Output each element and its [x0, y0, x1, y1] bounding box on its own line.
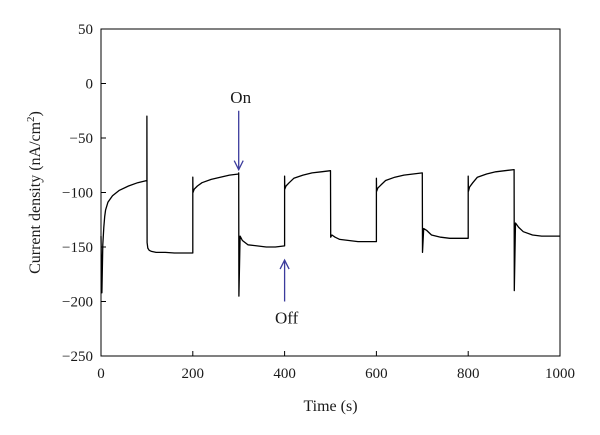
y-tick-label: −50: [70, 131, 93, 147]
series-layer: [100, 115, 560, 297]
y-tick-label: −150: [62, 240, 93, 256]
y-axis-title-superscript: 2: [25, 116, 37, 122]
x-tick-label: 200: [182, 366, 205, 382]
y-axis-title-suffix: ): [27, 111, 44, 116]
x-tick-label: 400: [273, 366, 296, 382]
x-tick-label: 0: [97, 366, 105, 382]
series-line: [100, 115, 560, 297]
y-tick-label: −200: [62, 295, 93, 311]
y-axis-title: Current density (nA/cm2): [25, 111, 44, 274]
annotation-arrow-head: [279, 258, 290, 270]
y-tick-label: 0: [86, 77, 94, 93]
x-tick-label: 1000: [545, 366, 575, 382]
y-axis-title-main: Current density (nA/cm: [27, 121, 44, 274]
annotation-arrow-head: [233, 160, 244, 172]
y-axis-ticks: −250 −200 −150 −100 −50 0 50: [62, 22, 106, 365]
y-tick-label: −250: [62, 349, 93, 365]
y-tick-label: 50: [78, 22, 93, 38]
annotations-layer: On Off: [230, 88, 298, 328]
svg-text:Current density (nA/cm2): Current density (nA/cm2): [25, 111, 44, 274]
x-tick-label: 600: [365, 366, 388, 382]
x-tick-label: 800: [457, 366, 480, 382]
x-axis-title: Time (s): [303, 398, 357, 415]
annotation-label: On: [230, 88, 251, 107]
annotation-label: Off: [275, 309, 299, 328]
y-tick-label: −100: [62, 186, 93, 202]
x-axis-ticks: 0 200 400 600 800 1000: [97, 351, 575, 382]
